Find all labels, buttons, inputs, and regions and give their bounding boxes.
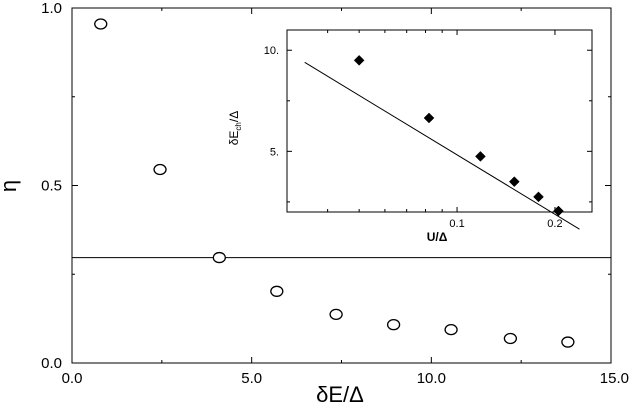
main-data-point	[270, 285, 284, 297]
main-data-point	[94, 18, 108, 30]
inset-fit-line	[304, 61, 580, 230]
main-data-point	[153, 163, 167, 176]
main-y-tick-label: 0.0	[41, 355, 62, 372]
inset-data-point	[508, 176, 520, 188]
inset-y-tick-label: 5.	[270, 146, 279, 158]
inset-x-tick-label: 0.1	[449, 218, 464, 230]
main-data-point	[444, 323, 458, 336]
main-y-axis-label: η	[0, 180, 21, 192]
inset-y-label-tail: /Δ	[227, 111, 241, 122]
inset-data-point	[353, 54, 365, 66]
inset-data-point	[553, 205, 564, 217]
main-data-point	[329, 308, 343, 321]
main-x-tick-label: 10.0	[417, 370, 446, 387]
main-y-tick-label: 0.5	[41, 178, 62, 195]
inset-y-axis-label: δEch/Δ	[227, 111, 243, 146]
main-x-tick-label: 0.0	[62, 370, 83, 387]
inset-data-point	[475, 151, 486, 162]
inset-plot-frame	[286, 29, 593, 213]
main-x-axis-label: δE/Δ	[316, 382, 364, 407]
main-data-point	[386, 319, 401, 331]
main-plot-layer: 0.0 5.0 10.0 15.0 0.0 0.5 1.0	[41, 0, 629, 387]
inset-x-tick-label: 0.2	[547, 218, 562, 230]
main-y-tick-label: 1.0	[41, 0, 62, 17]
main-x-tick-label: 5.0	[241, 370, 262, 387]
inset-background	[287, 30, 592, 212]
inset-data-point	[533, 191, 544, 203]
main-data-point	[561, 336, 575, 348]
inset-data-point	[423, 112, 435, 124]
main-data-point	[503, 332, 518, 345]
inset-x-axis-label: U/Δ	[427, 230, 448, 244]
inset-y-label-main: δE	[227, 131, 241, 146]
inset-y-tick-label: 10.	[264, 45, 279, 57]
main-x-tick-label: 15.0	[600, 370, 629, 387]
inset-y-label-sub: ch	[234, 122, 243, 130]
main-data-point	[212, 251, 226, 264]
